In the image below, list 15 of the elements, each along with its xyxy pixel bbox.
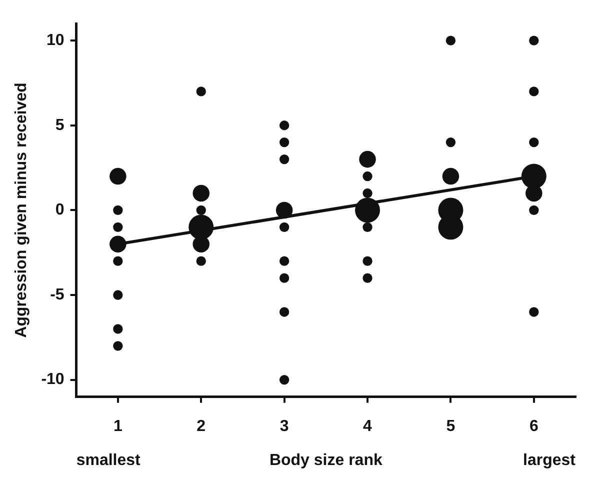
y-tick-label: 5: [55, 116, 64, 134]
x-tick-label: 3: [280, 418, 289, 435]
text: largest: [523, 452, 576, 469]
y-tick-label: 0: [55, 202, 64, 219]
y-tick-label: 10: [46, 32, 64, 49]
x-tick-label: 2: [196, 418, 206, 435]
x-axis-title: Body size rank: [269, 452, 382, 469]
x-tick-label: 6: [529, 418, 538, 435]
y-axis-title: Aggression given minus received: [13, 82, 30, 338]
x-tick-label: 5: [446, 418, 456, 435]
text: smallest: [76, 452, 142, 469]
x-tick-label: 1: [113, 418, 122, 435]
x-tick-label: 4: [363, 418, 372, 435]
y-tick-label: -10: [41, 371, 64, 388]
y-tick-label: -5: [50, 286, 64, 304]
